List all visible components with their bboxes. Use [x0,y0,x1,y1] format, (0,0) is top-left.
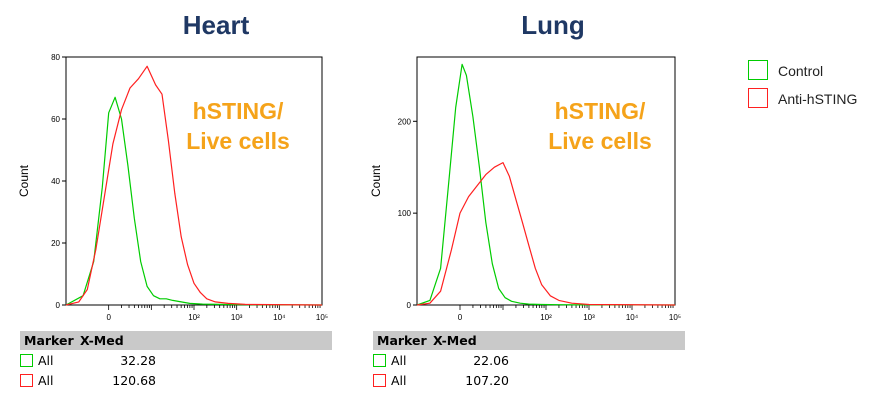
lung-plot-frame [416,56,676,306]
stats-header: Marker X-Med [20,331,332,350]
heart-ytick-label: 80 [51,53,60,62]
heart-ylabel: Count [17,164,31,197]
legend-label-control: Control [778,63,824,79]
heart-xtick-label: 10⁵ [316,313,328,322]
legend-label-anti: Anti-hSTING [778,91,858,107]
stats-header-marker: Marker [377,333,427,348]
lung-annotation-line2: Live cells [548,128,652,154]
heart-ytick-label: 40 [51,177,60,186]
stats-row-control: All 22.06 [373,352,685,370]
heart-ytick-label: 20 [51,239,60,248]
lung-title: Lung [521,10,585,40]
lung-ylabel: Count [369,164,383,197]
lung-ytick-label: 0 [407,301,412,310]
stats-gate: All [38,353,54,368]
heart-xtick-label: 10³ [231,313,243,322]
heart-xtick-label: 10² [188,313,200,322]
heart-xtick-label: 0 [106,313,111,322]
lung-ytick-label: 100 [398,209,412,218]
stats-header-xmed: X-Med [80,333,124,348]
heart-title: Heart [182,10,250,40]
heart-annotation-line2: Live cells [186,128,290,154]
stats-value: 120.68 [112,373,156,388]
stats-header-xmed: X-Med [433,333,477,348]
heart-series-control [65,96,323,306]
heart-stats-table: Marker X-Med All 32.28 All 120.68 [20,331,332,390]
heart-xtick-label: 10⁴ [273,313,286,322]
heart-plot-frame [65,56,323,306]
anti-swatch-icon [20,374,33,387]
heart-annotation-line1: hSTING/ [192,98,284,124]
lung-xtick-label: 10⁴ [626,313,639,322]
stats-value: 22.06 [473,353,509,368]
stats-value: 107.20 [465,373,509,388]
stats-row-control: All 32.28 [20,352,332,370]
stats-row-anti: All 107.20 [373,372,685,390]
stats-gate: All [38,373,54,388]
lung-stats-table: Marker X-Med All 22.06 All 107.20 [373,331,685,390]
lung-ytick-label: 200 [398,117,412,126]
lung-xtick-label: 0 [458,313,463,322]
lung-series-anti-hsting [416,162,676,306]
control-legend-swatch-icon [748,60,768,80]
lung-xtick-label: 10⁵ [669,313,681,322]
control-swatch-icon [373,354,386,367]
lung-xtick-label: 10³ [583,313,595,322]
stats-row-anti: All 120.68 [20,372,332,390]
anti-swatch-icon [373,374,386,387]
heart-ytick-label: 60 [51,115,60,124]
heart-series-anti-hsting [65,65,323,306]
lung-annotation-line1: hSTING/ [554,98,646,124]
stats-header-marker: Marker [24,333,74,348]
heart-ytick-label: 0 [56,301,61,310]
stats-gate: All [391,353,407,368]
lung-series-control [416,63,676,306]
control-swatch-icon [20,354,33,367]
heart-annotation: hSTING/ Live cells [148,96,328,156]
anti-legend-swatch-icon [748,88,768,108]
stats-value: 32.28 [120,353,156,368]
stats-gate: All [391,373,407,388]
lung-xtick-label: 10² [540,313,552,322]
lung-annotation: hSTING/ Live cells [510,96,690,156]
stats-header: Marker X-Med [373,331,685,350]
